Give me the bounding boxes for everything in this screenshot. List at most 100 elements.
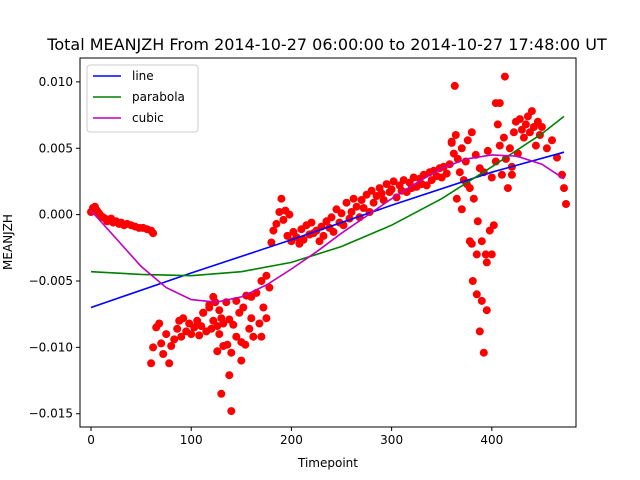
data-point [262, 314, 271, 323]
data-point [467, 128, 476, 137]
data-point [475, 327, 484, 336]
data-point [553, 153, 561, 162]
series-cubic [90, 154, 565, 304]
data-point [451, 131, 460, 139]
y-tick-label: 0.010 [39, 75, 73, 89]
data-point [227, 407, 236, 416]
y-tick-label: 0.005 [39, 141, 73, 155]
data-point [149, 229, 158, 238]
data-point [537, 123, 546, 131]
data-point [482, 306, 491, 315]
data-point [507, 170, 516, 179]
data-point [468, 277, 477, 285]
data-point [241, 340, 250, 349]
data-point [257, 332, 266, 341]
plot-frame [79, 57, 577, 428]
x-tick-label: 100 [180, 433, 203, 447]
x-axis-label: Timepoint [297, 456, 358, 470]
data-point [457, 205, 466, 214]
data-point [477, 296, 486, 305]
data-point [237, 356, 246, 365]
data-point [227, 348, 236, 357]
data-point [213, 347, 222, 356]
data-point [307, 218, 316, 227]
data-point [472, 250, 481, 259]
data-point [367, 186, 376, 195]
data-point [249, 332, 258, 341]
data-point [267, 238, 276, 247]
data-point [482, 258, 491, 267]
y-tick-label: 0.000 [39, 208, 73, 222]
data-point [245, 324, 254, 333]
data-point [487, 173, 496, 182]
data-point [457, 144, 466, 153]
series-line [90, 151, 565, 309]
data-point [399, 176, 408, 185]
data-point [503, 184, 512, 193]
data-point [527, 107, 536, 116]
data-point [232, 332, 241, 341]
data-point [479, 348, 488, 357]
data-point [215, 330, 224, 339]
data-point [155, 319, 164, 328]
data-point [239, 303, 248, 312]
data-point [285, 210, 294, 219]
legend-label-parabola: parabola [132, 90, 185, 104]
data-point [319, 231, 328, 240]
data-point [392, 193, 401, 202]
data-point [209, 292, 218, 301]
data-point [495, 141, 504, 150]
y-tick-label: −0.005 [29, 274, 73, 288]
x-tick-label: 0 [87, 433, 95, 447]
data-point [223, 340, 232, 349]
data-point [337, 209, 346, 218]
data-point [467, 239, 476, 248]
data-point [515, 115, 524, 124]
x-tick-label: 200 [280, 433, 303, 447]
data-point [207, 324, 216, 333]
data-point [472, 290, 481, 299]
data-point [519, 133, 528, 142]
data-point [560, 184, 568, 193]
data-point [352, 202, 361, 211]
data-point [262, 271, 271, 280]
data-point [349, 194, 358, 203]
data-point [473, 217, 482, 226]
data-point [499, 133, 508, 142]
data-point [159, 350, 168, 358]
data-point [195, 331, 204, 340]
data-point [165, 359, 174, 368]
data-point [477, 237, 486, 246]
data-point [359, 204, 368, 212]
data-point [179, 314, 188, 323]
data-point [149, 343, 158, 352]
data-point [548, 136, 556, 145]
data-point [170, 335, 179, 344]
data-point [387, 185, 396, 194]
data-point [205, 300, 214, 309]
data-point [257, 277, 266, 285]
y-axis-label: MEANJZH [1, 214, 15, 270]
data-point [265, 283, 274, 292]
data-point [259, 303, 268, 312]
data-point [190, 323, 199, 332]
data-point [452, 194, 461, 203]
data-point [562, 200, 570, 208]
data-point [342, 198, 351, 207]
data-point [219, 319, 228, 328]
legend-box [86, 64, 199, 133]
data-point [450, 81, 459, 90]
chart-title: Total MEANJZH From 2014-10-27 06:00:00 t… [46, 35, 607, 54]
data-point [509, 128, 518, 137]
x-tick-label: 300 [380, 433, 403, 447]
data-point [493, 120, 502, 129]
data-point [442, 169, 451, 178]
data-point [229, 320, 238, 329]
data-point [277, 194, 286, 203]
data-point [197, 322, 206, 331]
data-point [162, 330, 171, 339]
data-point [481, 250, 490, 259]
data-point [409, 173, 418, 182]
data-point [247, 314, 256, 323]
